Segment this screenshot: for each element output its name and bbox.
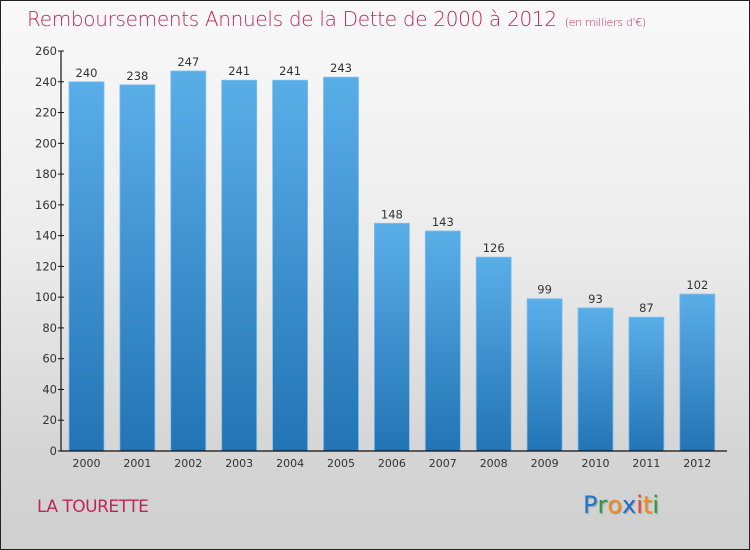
x-tick-label-2011: 2011 xyxy=(632,457,660,470)
axes-group: 2000 2001 2002 2003 2004 2005 2006 2007 2008 2009… xyxy=(35,44,727,470)
y-tick-label-20: 20 xyxy=(42,413,57,427)
chart-unit: (en milliers d'€) xyxy=(564,16,646,29)
x-tick-label-2004: 2004 xyxy=(276,457,304,470)
y-tick-label-180: 180 xyxy=(35,167,57,181)
y-tick-label-260: 260 xyxy=(35,44,57,58)
data-label-2000: 240 xyxy=(76,66,98,80)
bar-2001 xyxy=(119,84,156,452)
bar-2007 xyxy=(424,230,461,452)
data-label-2008: 126 xyxy=(483,241,505,255)
x-tick-label-2003: 2003 xyxy=(225,457,253,470)
bar-2002 xyxy=(170,70,207,452)
bar-2000 xyxy=(68,81,105,452)
bar-2008 xyxy=(475,256,512,452)
bar-2010 xyxy=(577,307,614,452)
chart-title-text: Remboursements Annuels de la Dette de 20… xyxy=(27,7,557,31)
logo-letter: r xyxy=(597,491,608,519)
data-label-2005: 243 xyxy=(330,61,352,75)
x-tick-label-2006: 2006 xyxy=(378,457,406,470)
bar-2004 xyxy=(272,79,309,452)
bar-2005 xyxy=(323,76,359,452)
x-tick-label-2001: 2001 xyxy=(123,457,151,470)
logo-letter: i xyxy=(636,491,643,519)
y-tick-label-220: 220 xyxy=(35,106,57,120)
town-name: LA TOURETTE xyxy=(37,497,149,517)
data-label-2011: 87 xyxy=(639,301,654,315)
data-label-2003: 241 xyxy=(228,64,250,78)
bar-2009 xyxy=(526,298,563,452)
logo-letter: i xyxy=(652,491,660,519)
bar-2012 xyxy=(679,293,716,452)
logo-letter: P xyxy=(583,491,598,519)
logo-letter: o xyxy=(607,491,623,519)
y-tick-label-140: 140 xyxy=(35,229,57,243)
bar-2006 xyxy=(373,222,410,452)
bar-2003 xyxy=(221,79,258,452)
data-label-2001: 238 xyxy=(126,69,148,83)
y-tick-label-240: 240 xyxy=(35,75,57,89)
x-tick-label-2000: 2000 xyxy=(73,457,101,470)
data-label-2009: 99 xyxy=(537,283,552,297)
logo-letter: x xyxy=(622,491,637,519)
data-label-2012: 102 xyxy=(686,278,708,292)
bars-group: 240 238 247 241 241 243 148 143 126 99 93 87 102 xyxy=(68,55,716,452)
x-tick-label-2007: 2007 xyxy=(429,457,457,470)
x-tick-label-2005: 2005 xyxy=(327,457,355,470)
bar-2011 xyxy=(628,316,665,452)
y-tick-label-200: 200 xyxy=(35,136,57,150)
y-tick-label-0: 0 xyxy=(50,444,57,458)
y-tick-label-160: 160 xyxy=(35,198,57,212)
logo-letter: t xyxy=(642,491,653,519)
y-tick-label-60: 60 xyxy=(42,352,57,366)
data-label-2006: 148 xyxy=(381,207,403,221)
x-tick-label-2012: 2012 xyxy=(683,457,711,470)
y-tick-label-100: 100 xyxy=(35,290,57,304)
chart-title: Remboursements Annuels de la Dette de 20… xyxy=(27,7,646,31)
proxiti-logo: Proxiti xyxy=(583,491,659,519)
y-tick-label-40: 40 xyxy=(42,382,57,396)
data-label-2010: 93 xyxy=(588,292,603,306)
y-tick-label-80: 80 xyxy=(42,321,57,335)
data-label-2007: 143 xyxy=(432,215,454,229)
x-tick-label-2008: 2008 xyxy=(480,457,508,470)
data-label-2002: 247 xyxy=(177,55,199,69)
x-tick-label-2002: 2002 xyxy=(174,457,202,470)
x-tick-label-2009: 2009 xyxy=(531,457,559,470)
y-tick-label-120: 120 xyxy=(35,259,57,273)
data-label-2004: 241 xyxy=(279,64,301,78)
x-tick-label-2010: 2010 xyxy=(582,457,610,470)
